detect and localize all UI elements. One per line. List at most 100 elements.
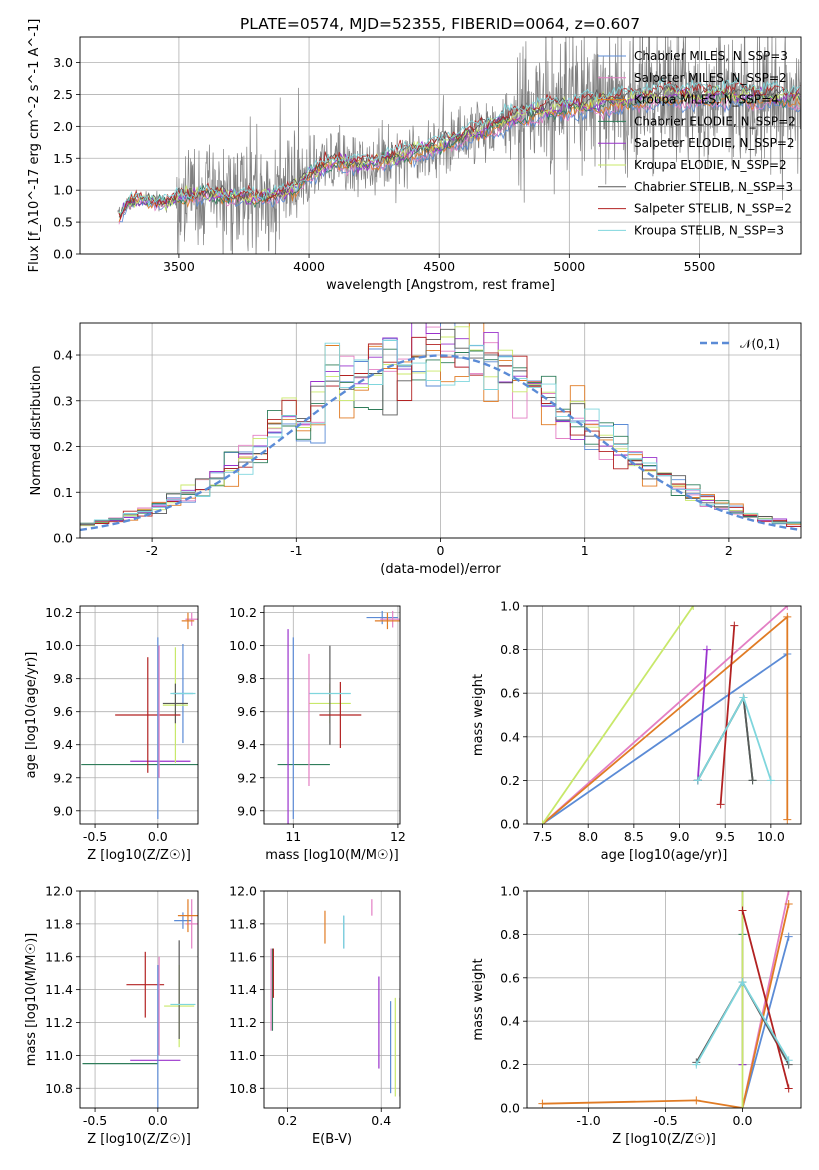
y-tick-label: 9.2 xyxy=(53,770,73,785)
weight-marker xyxy=(693,776,702,785)
y-tick-label: 11.0 xyxy=(229,1048,257,1063)
spectrum-legend: Chabrier MILES, N_SSP=3 Salpeter MILES, N… xyxy=(598,49,796,237)
cumulative-weight-line-1 xyxy=(541,606,788,824)
y-tick-label: 11.4 xyxy=(229,982,257,997)
x-axis-label: Z [log10(Z/Z☉)] xyxy=(87,848,191,863)
model-line-6 xyxy=(118,82,801,219)
axes-frame xyxy=(79,890,199,1109)
weight-marker xyxy=(689,606,698,610)
x-tick-label: -2 xyxy=(146,543,158,558)
x-tick-label: 9.0 xyxy=(670,829,690,844)
y-tick-label: 9.8 xyxy=(53,671,73,686)
x-axis-label: E(B-V) xyxy=(312,1132,352,1147)
weight-marker xyxy=(738,906,747,915)
plot-area xyxy=(538,891,793,1108)
cumulative-weight-line-7 xyxy=(719,625,736,805)
model-line-0 xyxy=(118,95,801,224)
weight-marker xyxy=(783,606,792,610)
y-tick-label: 9.4 xyxy=(237,737,257,752)
x-tick-label: 8.0 xyxy=(578,829,598,844)
y-tick-label: 0.0 xyxy=(500,817,520,832)
weight-marker xyxy=(738,978,747,987)
x-axis-label: Z [log10(Z/Z☉)] xyxy=(612,1132,716,1147)
model-line-8 xyxy=(118,77,801,214)
x-tick-label: 2 xyxy=(725,543,733,558)
y-tick-label: 11.8 xyxy=(45,916,73,931)
legend-entry: Kroupa STELIB, N_SSP=3 xyxy=(634,223,784,237)
y-tick-label: 0.6 xyxy=(500,970,520,985)
y-tick-label: 10.0 xyxy=(45,638,73,653)
y-tick-label: 0.0 xyxy=(500,1101,520,1116)
weight-marker xyxy=(784,891,793,895)
x-axis-label: mass [log10(M/M☉)] xyxy=(265,848,398,863)
x-tick-label: 4500 xyxy=(423,259,455,274)
y-tick-label: 11.6 xyxy=(45,949,73,964)
axes-frame xyxy=(526,890,802,1109)
weight-marker xyxy=(766,776,775,785)
weight-marker xyxy=(730,621,739,630)
normal-reference-curve xyxy=(80,354,801,532)
y-axis-label: mass weight xyxy=(471,674,486,756)
y-tick-label: 12.0 xyxy=(45,884,73,899)
panel-5: -0.5 0.0 10.8 11.0 11.2 11.4 11.6 11.8 12.0 Z [lo… xyxy=(24,884,199,1147)
weight-marker xyxy=(692,1096,701,1105)
x-tick-label: 0.4 xyxy=(371,1113,391,1128)
y-axis-label: mass [log10(M/M☉)] xyxy=(24,933,39,1066)
y-tick-label: 10.8 xyxy=(229,1081,257,1096)
weight-marker xyxy=(783,612,792,621)
axes-frame xyxy=(263,890,401,1109)
y-tick-label: 1.0 xyxy=(500,884,520,899)
spectrum-title: PLATE=0574, MJD=52355, FIBERID=0064, z=0… xyxy=(240,15,640,33)
weight-marker xyxy=(783,815,792,824)
legend-entry: Chabrier MILES, N_SSP=3 xyxy=(634,49,788,63)
x-tick-label: 0 xyxy=(437,543,445,558)
panel-4: 7.5 8.0 8.5 9.0 9.5 10.0 0.0 0.2 0.4 0.6 0.8 1.0 age… xyxy=(471,599,802,863)
x-tick-label: 0.0 xyxy=(148,829,168,844)
y-tick-label: 11.0 xyxy=(45,1048,73,1063)
x-tick-label: -1 xyxy=(290,543,302,558)
x-axis-label: (data-model)/error xyxy=(380,562,501,577)
axes-frame xyxy=(79,605,199,825)
cumulative-weight-line-8 xyxy=(697,695,772,781)
cumulative-weight-line-5 xyxy=(541,606,694,824)
axes-frame xyxy=(263,605,401,825)
residual-histogram-8 xyxy=(80,340,801,524)
y-tick-label: 11.2 xyxy=(45,1015,73,1030)
y-tick-label: 0.3 xyxy=(53,393,73,408)
weight-marker xyxy=(784,1056,793,1065)
x-tick-label: 5500 xyxy=(684,259,716,274)
weight-marker xyxy=(748,776,757,785)
x-tick-label: 11 xyxy=(285,829,301,844)
panel-6: 0.2 0.4 10.8 11.0 11.2 11.4 11.6 11.8 12.0 E(B-V) xyxy=(229,884,401,1147)
y-tick-label: 10.8 xyxy=(45,1081,73,1096)
y-tick-label: 0.2 xyxy=(500,1057,520,1072)
x-tick-label: 5000 xyxy=(553,259,585,274)
panel-2: -0.5 0.0 9.0 9.2 9.4 9.6 9.8 10.0 10.2 Z [log10(Z… xyxy=(24,605,199,863)
y-tick-label: 11.4 xyxy=(45,982,73,997)
weight-marker xyxy=(784,932,793,941)
y-tick-label: 9.4 xyxy=(53,737,73,752)
x-axis-label: Z [log10(Z/Z☉)] xyxy=(87,1132,191,1147)
legend-entry: 𝒩(0,1) xyxy=(740,337,780,351)
x-tick-label: -1.0 xyxy=(576,1113,600,1128)
y-tick-label: 11.2 xyxy=(229,1015,257,1030)
weight-marker xyxy=(784,900,793,909)
x-tick-label: 0.0 xyxy=(148,1113,168,1128)
weight-marker xyxy=(692,1060,701,1069)
legend-entry: Kroupa ELODIE, N_SSP=2 xyxy=(634,158,787,172)
weight-marker xyxy=(716,800,725,809)
plot-area xyxy=(117,37,801,254)
weight-marker xyxy=(738,891,747,895)
panel-7: -1.0 -0.5 0.0 0.0 0.2 0.4 0.6 0.8 1.0 Z [log10(Z/… xyxy=(471,884,802,1147)
weight-marker xyxy=(702,645,711,654)
residual-histogram-7 xyxy=(80,336,801,527)
y-tick-label: 0.1 xyxy=(53,485,73,500)
grid xyxy=(80,890,198,1108)
plot-area xyxy=(80,323,801,532)
x-tick-label: -0.5 xyxy=(83,1113,107,1128)
x-axis-label: age [log10(age/yr)] xyxy=(601,848,728,863)
y-tick-label: 0.4 xyxy=(500,1014,520,1029)
y-axis-label: mass weight xyxy=(471,958,486,1040)
x-axis-label: wavelength [Angstrom, rest frame] xyxy=(326,278,555,293)
